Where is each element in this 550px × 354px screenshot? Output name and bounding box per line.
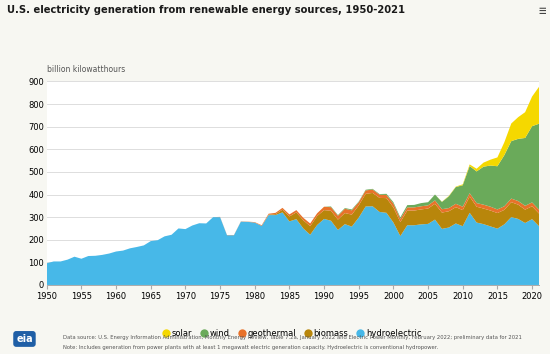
Legend: solar, wind, geothermal, biomass, hydroelectric: solar, wind, geothermal, biomass, hydroe… xyxy=(161,326,425,342)
Text: Note: Includes generation from power plants with at least 1 megawatt electric ge: Note: Includes generation from power pla… xyxy=(63,345,438,350)
Text: Data source: U.S. Energy Information Administration, Monthly Energy Review, Tabl: Data source: U.S. Energy Information Adm… xyxy=(63,335,522,339)
Text: ≡: ≡ xyxy=(538,5,546,18)
Text: eia: eia xyxy=(16,334,33,344)
Text: U.S. electricity generation from renewable energy sources, 1950-2021: U.S. electricity generation from renewab… xyxy=(7,5,405,15)
Text: billion kilowatthours: billion kilowatthours xyxy=(47,65,125,74)
